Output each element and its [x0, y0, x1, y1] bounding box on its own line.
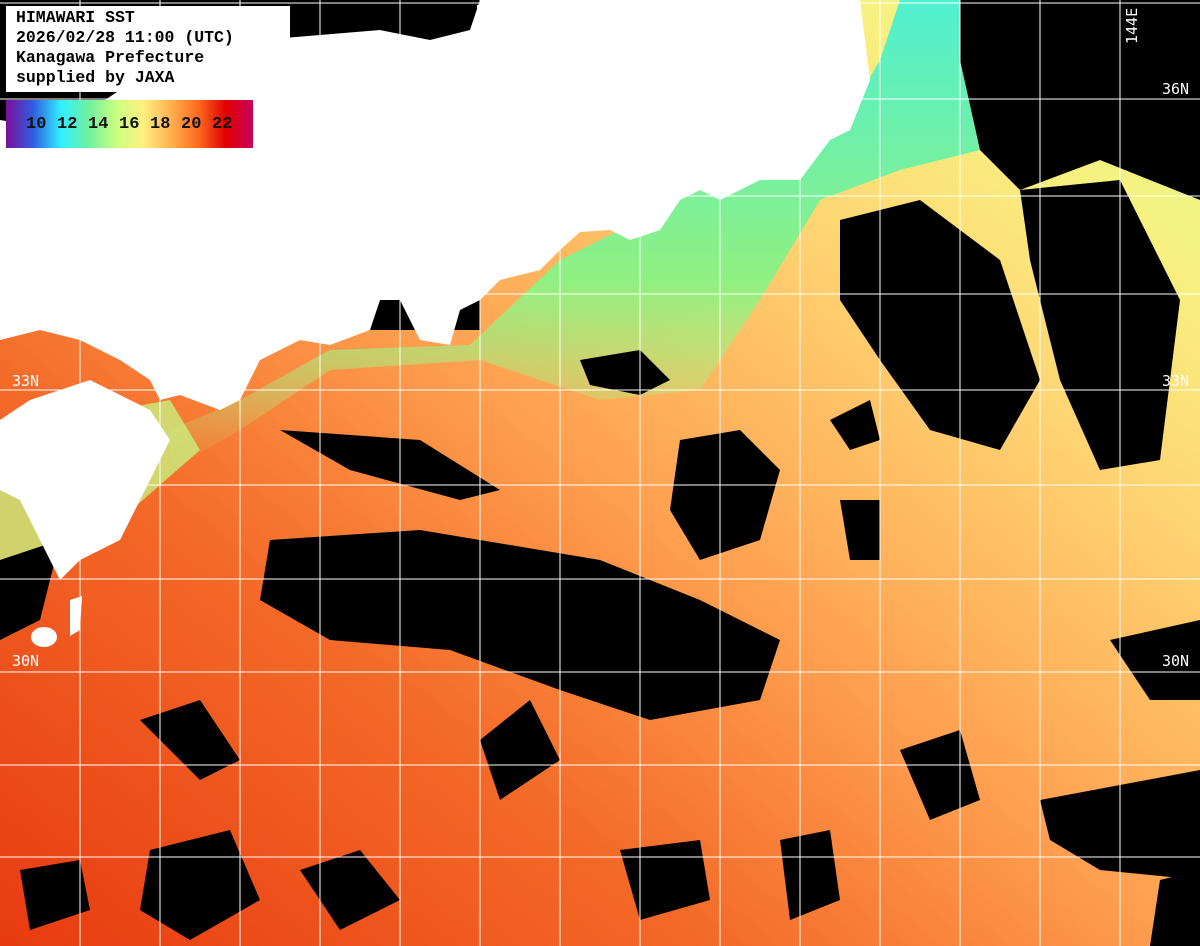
lat-label-30n-right: 30N	[1162, 652, 1190, 670]
provider: Kanagawa Prefecture	[16, 48, 205, 67]
lat-label-30n-left: 30N	[12, 652, 40, 670]
lat-label-36n-right: 36N	[1162, 80, 1190, 98]
colorbar-label: 12	[57, 114, 78, 134]
header-box: HIMAWARI SST 2026/02/28 11:00 (UTC) Kana…	[6, 6, 290, 92]
colorbar-label: 20	[181, 114, 202, 134]
colorbar-label: 22	[212, 114, 233, 134]
lon-label-144e: 144E	[1123, 7, 1141, 44]
colorbar-label: 10	[26, 114, 47, 134]
title: HIMAWARI SST	[16, 8, 135, 27]
lat-label-33n-right: 33N	[1162, 372, 1190, 390]
colorbar-label: 18	[150, 114, 171, 134]
lon-label-136e: 136E	[474, 3, 492, 40]
lat-label-33n-left: 33N	[12, 372, 40, 390]
colorbar-label: 14	[88, 114, 109, 134]
timestamp: 2026/02/28 11:00 (UTC)	[16, 28, 234, 47]
temperature-colorbar: 10 12 14 16 18 20 22	[6, 100, 253, 148]
colorbar-label: 16	[119, 114, 140, 134]
data-source: supplied by JAXA	[16, 68, 175, 87]
